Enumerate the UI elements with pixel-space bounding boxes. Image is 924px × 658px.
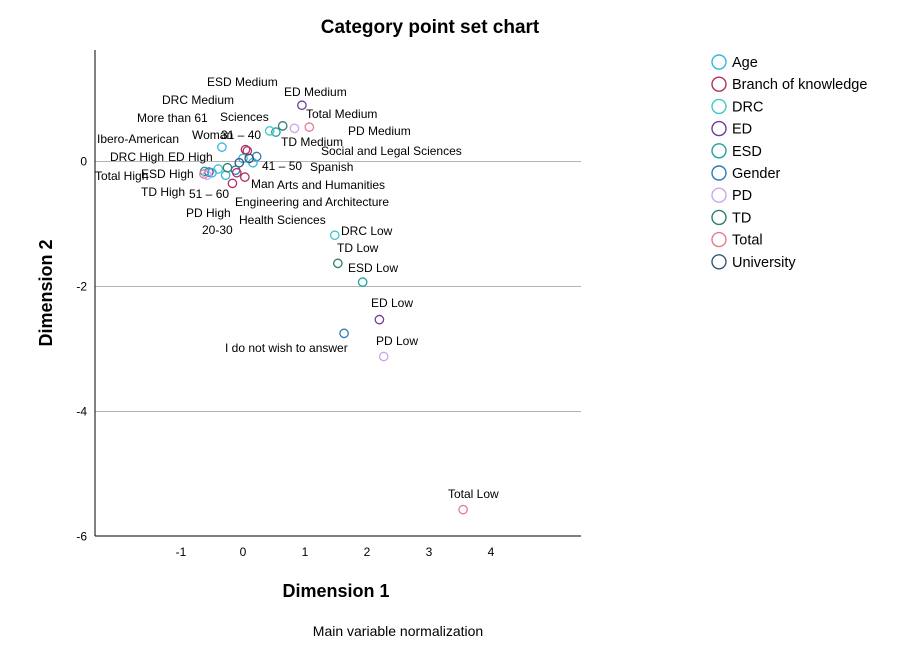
point-td-high bbox=[222, 162, 233, 173]
point-label-health-sciences: Health Sciences bbox=[239, 213, 326, 227]
point-esd-medium bbox=[271, 127, 281, 137]
point-social-and-legal-sciences bbox=[240, 144, 251, 155]
y-tick-label: -6 bbox=[76, 530, 87, 544]
point-label-51-60: 51 – 60 bbox=[189, 187, 229, 201]
point-label-man: Man bbox=[251, 177, 274, 191]
point-label-pd-low: PD Low bbox=[376, 334, 418, 348]
point-ed-low bbox=[374, 314, 385, 325]
point-health-sciences bbox=[227, 178, 238, 189]
point-label-ed-high: ED High bbox=[168, 150, 213, 164]
legend-marker-branch-of-knowledge bbox=[711, 76, 727, 92]
point-label-20-30: 20-30 bbox=[202, 223, 233, 237]
point-label-td-medium: TD Medium bbox=[281, 135, 343, 149]
point-pd-low bbox=[378, 351, 389, 362]
legend-label-university: University bbox=[732, 255, 796, 271]
y-tick-label: 0 bbox=[80, 155, 87, 169]
point-label-drc-low: DRC Low bbox=[341, 224, 393, 238]
point-i-do-not-wish-to-answer bbox=[339, 328, 349, 339]
point-total-low bbox=[458, 504, 468, 515]
legend: Age Branch of knowledge DRC ED ESD Gender PD TD… bbox=[711, 54, 867, 271]
point-pd-medium bbox=[289, 123, 300, 134]
point-label-pd-medium: PD Medium bbox=[348, 124, 411, 138]
point-labels: Total Low ED Low PD Low I do not wish to an… bbox=[95, 75, 499, 501]
point-pd-high bbox=[202, 170, 212, 181]
point-td-medium bbox=[277, 121, 288, 131]
legend-label-esd: ESD bbox=[732, 144, 762, 160]
point-label-total-medium: Total Medium bbox=[306, 107, 377, 121]
point-label-esd-medium: ESD Medium bbox=[207, 75, 278, 89]
point-arts-and-humanities bbox=[240, 172, 250, 182]
legend-marker-total bbox=[711, 231, 727, 248]
point-label-31-40: 31 – 40 bbox=[221, 128, 261, 142]
x-tick-label: 3 bbox=[426, 545, 433, 559]
legend-label-gender: Gender bbox=[732, 166, 781, 182]
point-spanish bbox=[234, 157, 245, 168]
point-ed-medium bbox=[297, 100, 307, 111]
point-label-td-low: TD Low bbox=[337, 241, 379, 255]
point-label-41-50: 41 – 50 bbox=[262, 159, 302, 173]
point-ibero-american bbox=[244, 153, 255, 164]
point-label-more-than-61: More than 61 bbox=[137, 111, 208, 125]
point-label-ibero-american: Ibero-American bbox=[97, 132, 179, 146]
point-label-total-high: Total High bbox=[95, 169, 148, 183]
chart-title: Category point set chart bbox=[321, 17, 540, 38]
legend-marker-td bbox=[711, 209, 727, 226]
point-engineering-and-architecture bbox=[231, 167, 242, 178]
point-td-low bbox=[333, 258, 343, 269]
point-label-pd-high: PD High bbox=[186, 206, 231, 220]
point-label-spanish: Spanish bbox=[310, 160, 353, 174]
legend-label-ed: ED bbox=[732, 122, 752, 138]
legend-marker-gender bbox=[711, 165, 727, 181]
legend-marker-esd bbox=[711, 143, 727, 159]
point-label-total-low: Total Low bbox=[448, 487, 499, 501]
footnote: Main variable normalization bbox=[313, 623, 483, 639]
point-label-engineering-and-architecture: Engineering and Architecture bbox=[235, 195, 389, 209]
data-points bbox=[199, 100, 468, 515]
legend-label-age: Age bbox=[732, 55, 758, 71]
point-more-than-61 bbox=[217, 142, 227, 152]
point-label-woman: Woman bbox=[192, 128, 233, 142]
grid-lines bbox=[95, 161, 581, 412]
legend-label-pd: PD bbox=[732, 188, 752, 204]
legend-label-drc: DRC bbox=[732, 99, 763, 115]
point-drc-high bbox=[213, 164, 224, 174]
point-esd-low bbox=[357, 277, 368, 287]
point-label-esd-high: ESD High bbox=[141, 167, 194, 181]
x-axis-title: Dimension 1 bbox=[282, 581, 389, 601]
legend-label-td: TD bbox=[732, 210, 751, 226]
y-axis-title: Dimension 2 bbox=[36, 239, 56, 346]
legend-marker-age bbox=[711, 54, 727, 70]
y-tick-label: -2 bbox=[76, 280, 87, 294]
point-label-social-and-legal-sciences: Social and Legal Sciences bbox=[321, 144, 462, 158]
point-label-ed-low: ED Low bbox=[371, 296, 413, 310]
x-tick-label: 2 bbox=[364, 545, 371, 559]
point-drc-low bbox=[329, 230, 340, 241]
point-label-ed-medium: ED Medium bbox=[284, 85, 347, 99]
point-label-td-high: TD High bbox=[141, 185, 185, 199]
point-label-drc-high: DRC High bbox=[110, 150, 164, 164]
x-tick-label: 1 bbox=[302, 545, 309, 559]
legend-marker-drc bbox=[711, 98, 727, 115]
point-label-sciences: Sciences bbox=[220, 110, 269, 124]
point-label-esd-low: ESD Low bbox=[348, 261, 398, 275]
point-drc-medium bbox=[264, 126, 275, 136]
point-label-i-do-not-wish-to-answer: I do not wish to answer bbox=[225, 341, 348, 355]
x-tick-label: 0 bbox=[240, 545, 247, 559]
point-label-arts-and-humanities: Arts and Humanities bbox=[277, 178, 385, 192]
y-tick-label: -4 bbox=[76, 405, 87, 419]
point-20-30 bbox=[207, 167, 217, 178]
point-label-drc-medium: DRC Medium bbox=[162, 93, 234, 107]
tick-labels: -1 0 1 2 3 4 0 -2 -4 -6 bbox=[76, 155, 494, 560]
legend-label-branch-of-knowledge: Branch of knowledge bbox=[732, 77, 867, 93]
legend-label-total: Total bbox=[732, 233, 763, 249]
legend-marker-university bbox=[711, 254, 727, 270]
x-tick-label: -1 bbox=[176, 545, 187, 559]
point-total-medium bbox=[304, 122, 315, 132]
legend-marker-ed bbox=[711, 120, 727, 137]
legend-marker-pd bbox=[711, 187, 727, 203]
x-tick-label: 4 bbox=[488, 545, 495, 559]
